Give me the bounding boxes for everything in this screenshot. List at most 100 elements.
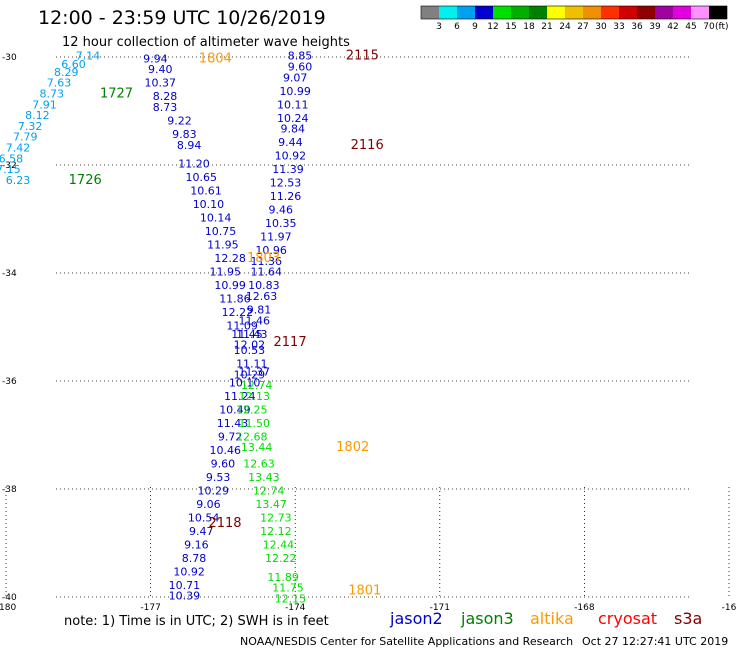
wave-height-value: 8.85 xyxy=(288,50,313,63)
footnote: note: 1) Time is in UTC; 2) SWH is in fe… xyxy=(64,614,329,629)
wave-height-value: 13.43 xyxy=(248,471,280,484)
wave-height-value: 8.73 xyxy=(40,88,65,101)
colorbar-value: 33 xyxy=(613,22,624,32)
wave-height-value: 9.40 xyxy=(148,63,173,76)
pass-time-label: 1802 xyxy=(336,440,369,455)
wave-height-value: 12.74 xyxy=(241,379,273,392)
color-swatch xyxy=(619,6,637,19)
wave-height-value: 6.23 xyxy=(6,174,31,187)
wave-height-value: 9.72 xyxy=(218,430,243,443)
timestamp-text: Oct 27 12:27:41 UTC 2019 xyxy=(582,635,728,648)
wave-height-value: 9.07 xyxy=(283,71,308,84)
wave-height-value: 12.44 xyxy=(263,538,295,551)
wave-height-value: 11.24 xyxy=(224,390,256,403)
wave-height-value: 12.74 xyxy=(253,484,285,497)
wave-height-value: 13.44 xyxy=(241,441,273,454)
colorbar-value: 36 xyxy=(631,22,643,32)
wave-height-value: 9.94 xyxy=(143,52,168,65)
wave-height-value: 11.39 xyxy=(272,163,304,176)
wave-height-value: 10.92 xyxy=(275,150,307,163)
pass-time-label: 2115 xyxy=(346,49,379,64)
colorbar-value: 15 xyxy=(505,22,516,32)
wave-height-value: 12.22 xyxy=(222,306,254,319)
wave-height-value: 12.63 xyxy=(246,290,278,303)
wave-height-value: 9.60 xyxy=(288,61,313,74)
wave-height-value: 11.45 xyxy=(231,328,263,341)
wave-height-value: 10.35 xyxy=(265,217,297,230)
wave-height-value: 8.29 xyxy=(54,66,79,79)
wave-height-value: 7.91 xyxy=(32,98,57,111)
x-tick-label: -168 xyxy=(574,603,595,613)
pass-time-label: 1801 xyxy=(348,583,381,598)
pass-time-label: 1803 xyxy=(247,251,280,266)
wave-height-value: 6.60 xyxy=(61,58,86,71)
wave-height-value: 11.95 xyxy=(210,266,242,279)
wave-height-value: 11.11 xyxy=(236,358,268,371)
wave-height-value: 11.20 xyxy=(178,158,210,171)
wave-height-value: 10.71 xyxy=(169,579,201,592)
colorbar-value: 21 xyxy=(541,22,552,32)
colorbar-unit: (ft) xyxy=(715,22,729,32)
wave-height-value: 11.26 xyxy=(270,190,302,203)
wave-height-values: 7.146.608.297.638.737.918.127.327.797.42… xyxy=(0,50,312,606)
wave-height-value: 10.83 xyxy=(248,279,280,292)
wave-height-value: 9.84 xyxy=(281,123,306,136)
wave-height-value: 11.36 xyxy=(251,255,283,268)
colorbar-value: 12 xyxy=(487,22,498,32)
wave-height-value: 11.46 xyxy=(238,314,270,327)
colorbar-border xyxy=(420,5,728,20)
color-swatch xyxy=(583,6,601,19)
legend-cryosat: cryosat xyxy=(598,609,657,628)
x-tick-label: -180 xyxy=(0,603,16,613)
color-swatch xyxy=(655,6,673,19)
wave-height-value: 13.47 xyxy=(255,498,287,511)
pass-time-label: 2118 xyxy=(208,516,241,531)
wave-height-value: 12.73 xyxy=(260,511,292,524)
wave-height-value: 10.37 xyxy=(144,77,176,90)
map-grid xyxy=(5,56,730,598)
color-swatch xyxy=(493,6,511,19)
colorbar-value: 3 xyxy=(436,22,442,32)
wave-height-value: 11.95 xyxy=(207,239,239,252)
wave-height-value: 10.11 xyxy=(277,98,309,111)
wave-height-value: 9.47 xyxy=(189,525,214,538)
axis-ticks: -180 -177 -174 -171 -168 -16 -30 -32 -34 -36 -38 -4… xyxy=(0,53,737,613)
colorbar-value: 27 xyxy=(577,22,588,32)
x-tick-label: -171 xyxy=(430,603,450,613)
x-tick-label: -177 xyxy=(140,603,160,613)
wave-height-value: 7.14 xyxy=(76,50,101,63)
y-tick-label: -40 xyxy=(2,593,17,603)
legend-jason3: jason3 xyxy=(460,609,514,628)
wave-height-value: 12.28 xyxy=(214,252,246,265)
color-swatch xyxy=(709,6,727,19)
wave-height-value: 8.12 xyxy=(25,109,50,122)
wave-height-value: 11.64 xyxy=(251,266,283,279)
wave-height-value: 9.16 xyxy=(184,538,209,551)
wave-height-value: 11.37 xyxy=(238,366,270,379)
wave-height-value: 7.42 xyxy=(6,142,31,155)
wave-height-value: 8.73 xyxy=(153,101,178,114)
wave-height-value: 10.24 xyxy=(277,112,309,125)
color-swatch xyxy=(673,6,691,19)
wave-height-value: 10.92 xyxy=(173,565,205,578)
color-swatch xyxy=(547,6,565,19)
wave-height-value: 12.22 xyxy=(265,552,297,565)
colorbar-value: 9 xyxy=(472,22,478,32)
wave-height-value: 10.53 xyxy=(234,344,266,357)
wave-height-value: 11.43 xyxy=(217,417,249,430)
pass-time-label: 1726 xyxy=(69,173,102,188)
wave-height-value: 10.75 xyxy=(205,225,237,238)
wave-height-value: 8.94 xyxy=(177,139,202,152)
credit-text: NOAA/NESDIS Center for Satellite Applica… xyxy=(240,635,573,648)
wave-height-value: 9.22 xyxy=(167,115,192,128)
color-swatch xyxy=(601,6,619,19)
colorbar-value: 6 xyxy=(454,22,460,32)
chart-subtitle: 12 hour collection of altimeter wave hei… xyxy=(62,35,350,50)
wave-height-value: 12.68 xyxy=(236,430,268,443)
wave-height-value: 10.10 xyxy=(229,376,261,389)
colorbar-value: 39 xyxy=(649,22,661,32)
colorbar-value: 24 xyxy=(559,22,571,32)
pass-time-label: 1804 xyxy=(199,51,232,66)
chart-title: 12:00 - 23:59 UTC 10/26/2019 xyxy=(38,7,326,29)
